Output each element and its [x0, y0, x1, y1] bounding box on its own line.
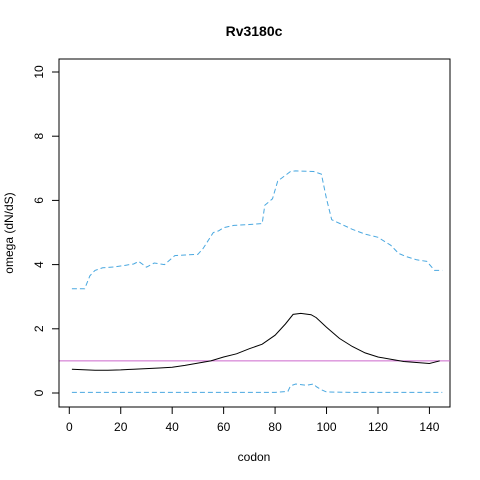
series-layer	[71, 170, 443, 393]
plot-frame	[58, 58, 451, 408]
lower-bound-line	[71, 383, 443, 393]
y-tick-label: 6	[32, 197, 46, 204]
y-axis-label: omega (dN/dS)	[2, 192, 16, 273]
x-axis: 0 20 40 60 80 100 120 140	[66, 406, 440, 434]
x-tick-label: 60	[217, 420, 231, 434]
x-axis-label: codon	[238, 450, 271, 464]
chart-title: Rv3180c	[226, 23, 283, 39]
y-tick-label: 2	[32, 325, 46, 332]
x-tick-label: 40	[166, 420, 180, 434]
x-tick-label: 100	[317, 420, 337, 434]
y-tick-label: 8	[32, 133, 46, 140]
y-tick-label: 4	[32, 261, 46, 268]
x-tick-label: 120	[368, 420, 388, 434]
omega-estimate-line	[71, 312, 440, 371]
y-axis: 0 2 4 6 8 10	[32, 65, 60, 396]
x-tick-label: 140	[419, 420, 439, 434]
x-tick-label: 20	[114, 420, 128, 434]
x-tick-label: 0	[66, 420, 73, 434]
x-tick-label: 80	[268, 420, 282, 434]
y-tick-label: 0	[32, 389, 46, 396]
y-tick-label: 10	[32, 65, 46, 79]
upper-bound-line	[71, 170, 443, 290]
